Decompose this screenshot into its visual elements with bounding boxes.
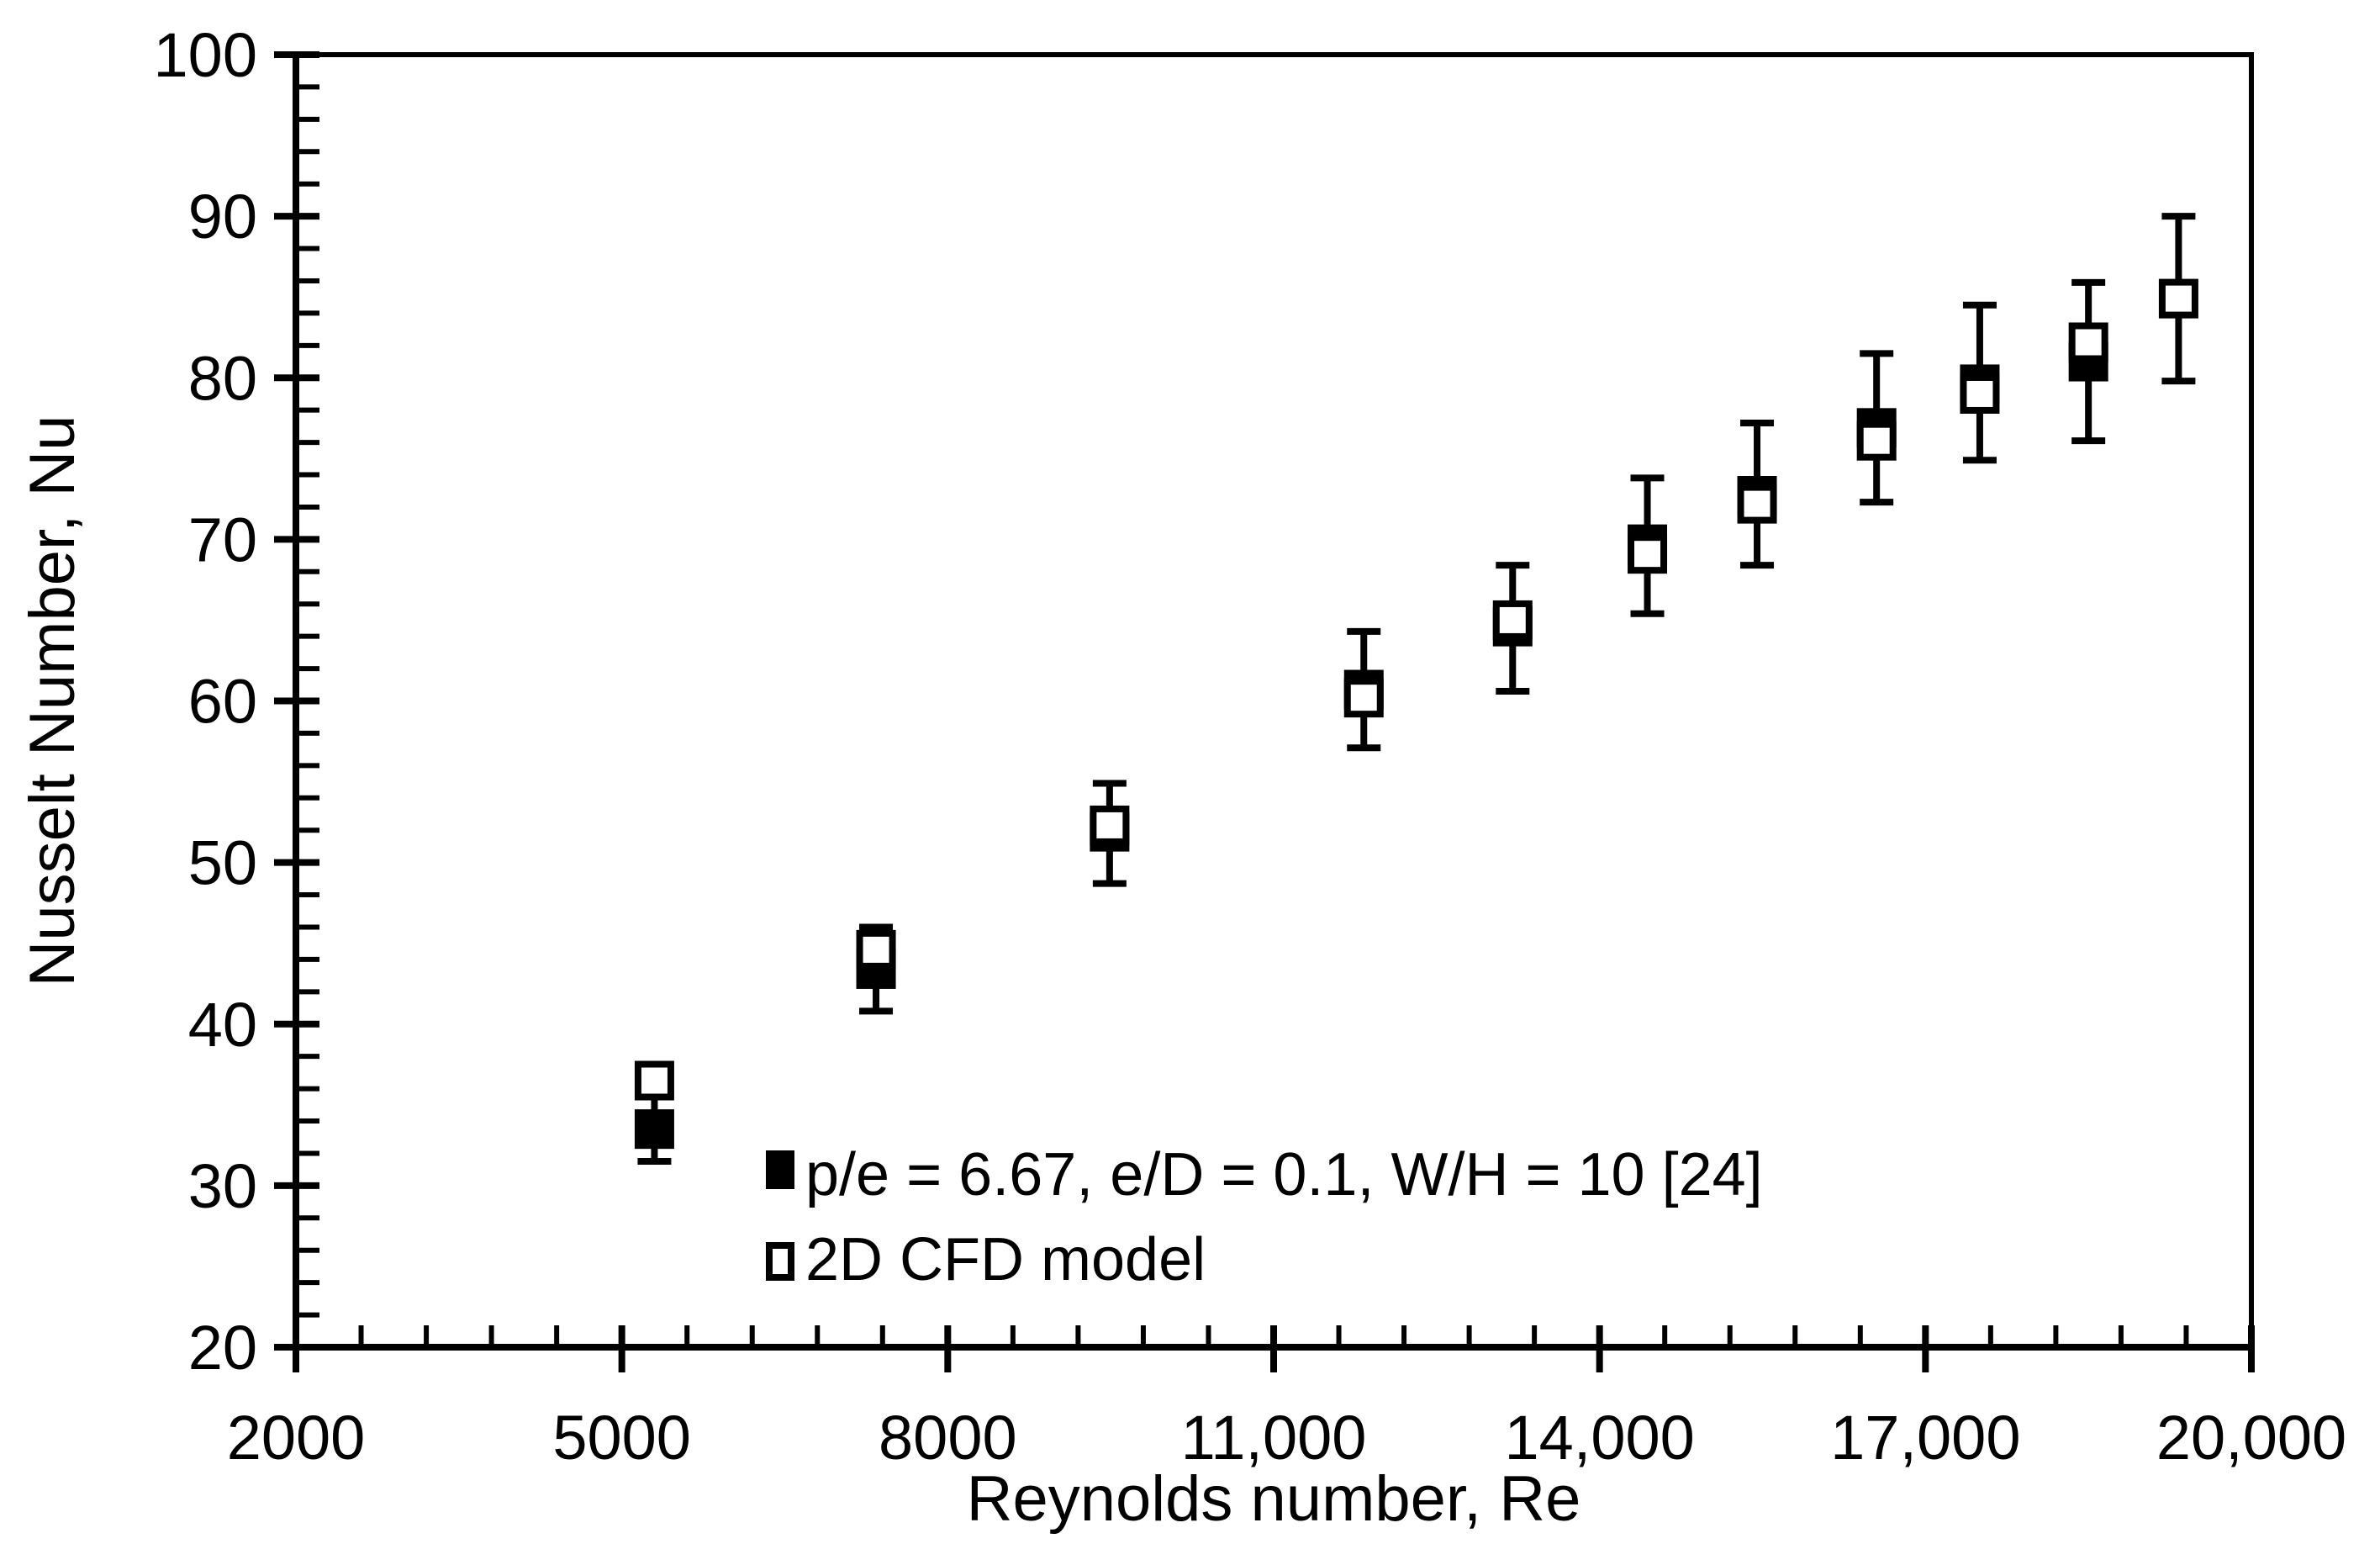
y-tick-label: 80 [188,343,257,413]
cfd-data-marker [1960,373,2000,414]
cfd-data-marker [634,1060,674,1101]
y-tick-label: 40 [188,990,257,1060]
cfd-data-marker [1492,600,1533,640]
y-tick-label: 60 [188,667,257,737]
cfd-data-marker [1737,484,1777,524]
y-tick-label: 90 [188,182,257,251]
y-tick-label: 30 [188,1151,257,1221]
x-tick-label: 17,000 [1830,1403,2020,1472]
cfd-data-marker [1628,534,1668,574]
x-tick-label: 8000 [879,1403,1017,1472]
x-tick-label: 5000 [552,1403,691,1472]
legend-exp-marker-icon [766,1150,794,1189]
y-tick-label: 20 [188,1313,257,1383]
x-tick-label: 20,000 [2156,1403,2346,1472]
y-tick-label: 100 [154,20,257,90]
cfd-data-marker [856,929,896,970]
cfd-data-marker [2158,278,2198,319]
x-tick-label: 14,000 [1504,1403,1694,1472]
legend-cfd-label: 2D CFD model [805,1226,1206,1293]
cfd-data-marker [1856,420,1897,461]
cfd-data-marker [1343,678,1384,718]
x-tick-label: 2000 [227,1403,366,1472]
y-tick-label: 70 [188,505,257,574]
y-tick-label: 50 [188,828,257,898]
cfd-data-marker [2068,322,2108,362]
cfd-data-marker [1090,805,1130,845]
legend-cfd-marker-icon [766,1242,794,1281]
x-axis-title: Reynolds number, Re [967,1463,1581,1535]
exp-data-marker [634,1109,674,1150]
legend-exp-label: p/e = 6.67, e/D = 0.1, W/H = 10 [24] [805,1141,1763,1208]
x-tick-label: 11,000 [1181,1403,1367,1472]
y-axis-title: Nusselt Number, Nu [17,415,88,986]
